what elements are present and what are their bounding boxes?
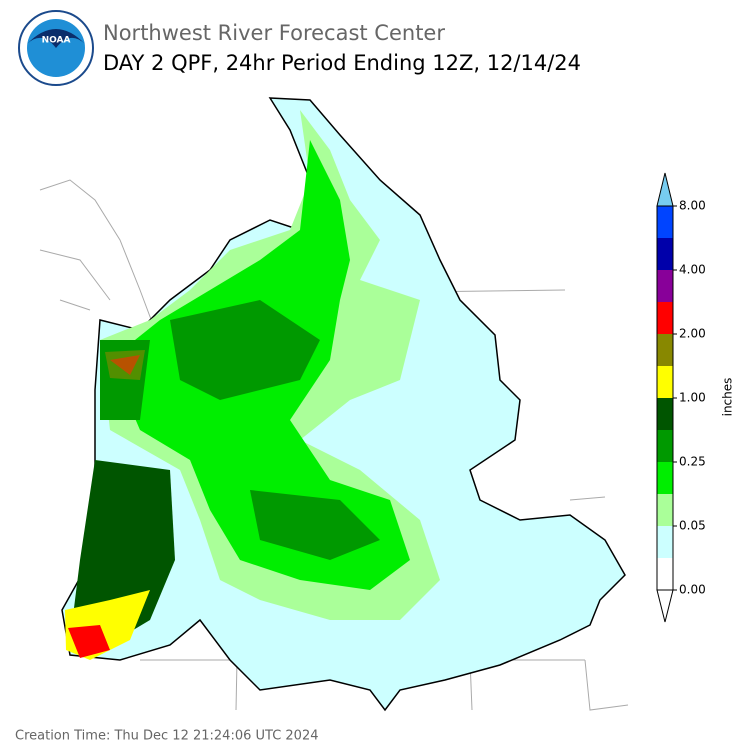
colorbar-segment [657, 462, 673, 494]
colorbar-segment [657, 206, 673, 238]
precip-olive [105, 350, 145, 380]
colorbar-label: inches [721, 378, 735, 417]
subtitle: DAY 2 QPF, 24hr Period Ending 12Z, 12/14… [103, 51, 581, 75]
precip-very-heavy [70, 460, 175, 650]
colorbar-segment [657, 366, 673, 398]
precip-red [68, 355, 140, 658]
map [39, 97, 629, 712]
colorbar-tick-label: 4.00 [679, 263, 706, 277]
colorbar-segment [657, 526, 673, 558]
colorbar-tick-label: 1.00 [679, 391, 706, 405]
logo-bird [27, 29, 85, 48]
colorbar-segment [657, 270, 673, 302]
colorbar-extend-high [656, 172, 674, 207]
colorbar-segment [657, 558, 673, 590]
colorbar-extend-low [656, 589, 674, 623]
colorbar-segment [657, 334, 673, 366]
logo-text: NOAA [42, 36, 71, 46]
title: Northwest River Forecast Center [103, 21, 445, 45]
colorbar-segment [657, 302, 673, 334]
colorbar-tick-label: 0.05 [679, 519, 706, 533]
colorbar-tick-label: 0.00 [679, 583, 706, 597]
colorbar-tick-label: 8.00 [679, 199, 706, 213]
colorbar-segment [657, 398, 673, 430]
colorbar-tick-label: 2.00 [679, 327, 706, 341]
colorbar-segment [657, 494, 673, 526]
colorbar: 0.00 0.05 0.25 1.00 2.00 4.00 8.00 [656, 172, 706, 623]
colorbar-tick-label: 0.25 [679, 455, 706, 469]
noaa-logo: NOAA [18, 10, 94, 86]
coastline [39, 179, 156, 331]
colorbar-segment [657, 238, 673, 270]
colorbar-segment [657, 430, 673, 462]
creation-time: Creation Time: Thu Dec 12 21:24:06 UTC 2… [15, 729, 318, 744]
precip-heavy [100, 300, 380, 560]
